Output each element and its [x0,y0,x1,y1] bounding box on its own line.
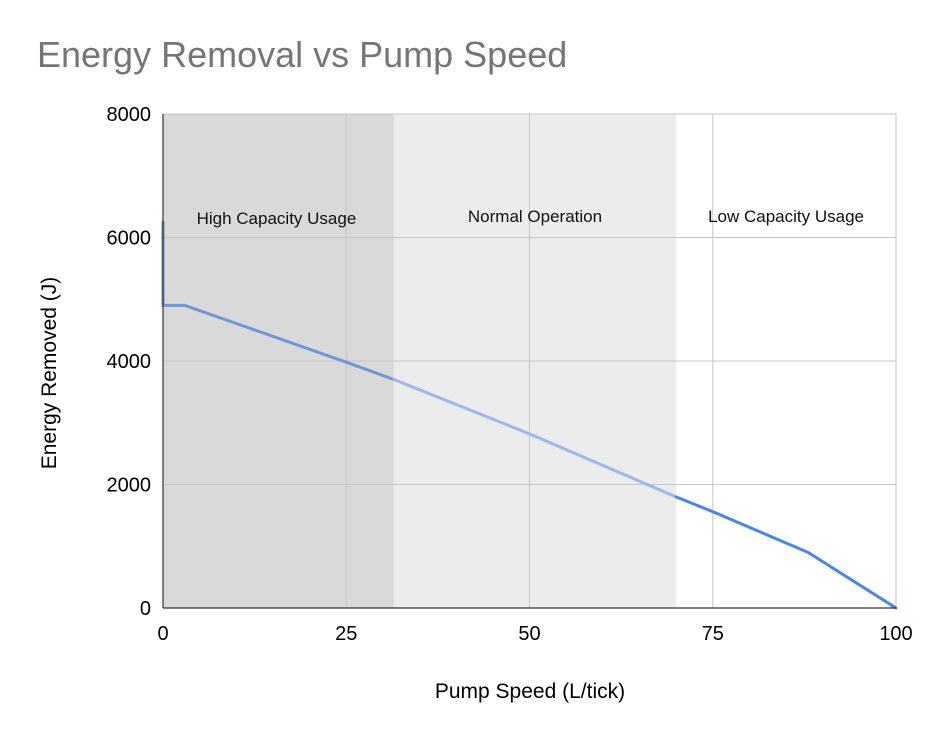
region-labels: High Capacity Usage Normal Operation Low C… [197,207,864,228]
axes [162,114,896,609]
x-tick-label: 50 [518,623,540,645]
x-tick-label: 0 [157,623,168,645]
y-tick-label: 4000 [107,351,152,373]
tick-labels: 0 2000 4000 6000 8000 0 25 50 75 100 [107,104,913,645]
x-axis-title: Pump Speed (L/tick) [435,680,625,703]
region-label-2: Normal Operation [468,207,602,226]
region-label-1: High Capacity Usage [197,209,357,228]
chart-title: Energy Removal vs Pump Speed [37,34,568,75]
x-tick-label: 75 [702,623,724,645]
y-tick-label: 6000 [107,228,152,250]
region-label-3: Low Capacity Usage [708,207,864,226]
y-axis-title: Energy Removed (J) [38,277,61,470]
y-tick-label: 2000 [107,475,152,497]
x-tick-label: 100 [879,623,912,645]
series-line-segment-2 [392,378,678,499]
y-tick-label: 8000 [107,104,152,126]
series-line-segment-3 [674,495,898,610]
x-tick-label: 25 [335,623,357,645]
y-tick-label: 0 [140,598,151,620]
